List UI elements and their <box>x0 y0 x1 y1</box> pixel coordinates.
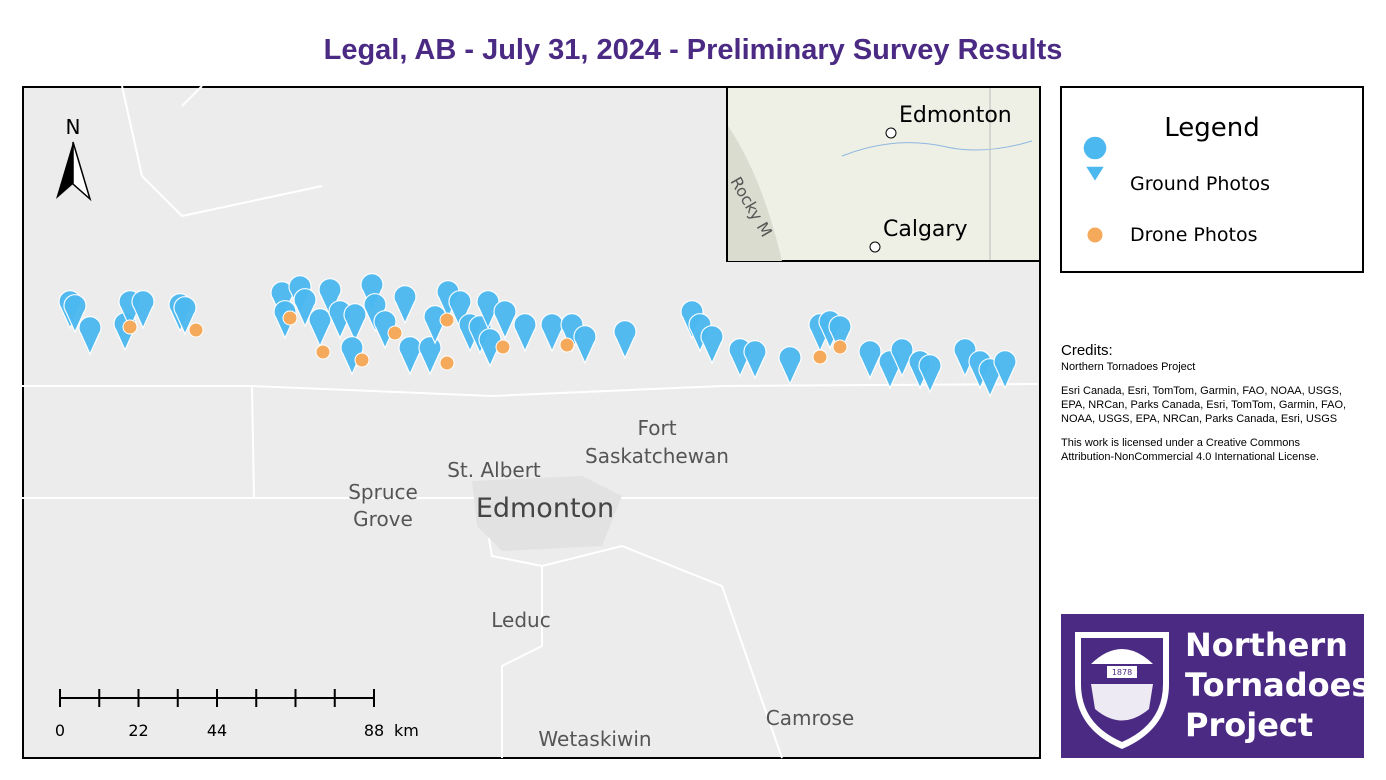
ground-photo-marker <box>308 308 332 348</box>
ground-photo-marker <box>493 300 517 340</box>
inset-label: Edmonton <box>899 103 1012 128</box>
logo-emblem <box>1091 684 1153 721</box>
credits: Credits: Northern Tornadoes Project Esri… <box>1061 342 1351 474</box>
mountains <box>728 126 782 261</box>
drone-photo-marker <box>354 352 370 368</box>
inset-frame <box>726 86 1041 262</box>
legend-pin <box>1082 135 1108 184</box>
map: Fort Saskatchewan St. Albert Spruce Grov… <box>22 86 1041 759</box>
logo-text: Northern <box>1185 626 1348 664</box>
drone-photo-marker <box>812 349 828 365</box>
credits-author: Northern Tornadoes Project <box>1061 361 1196 373</box>
logo-text: Project <box>1185 706 1313 744</box>
ground-photo-marker <box>360 273 384 313</box>
markers <box>58 273 1017 398</box>
place-label: St. Albert <box>447 458 541 482</box>
legend-title: Legend <box>1164 113 1260 143</box>
arrow-left <box>56 142 73 199</box>
north-label: N <box>66 115 81 139</box>
credits-heading: Credits: <box>1061 342 1113 359</box>
drone-photo-marker <box>122 319 138 335</box>
ground-photo-marker <box>890 338 914 378</box>
city-dot <box>885 127 897 139</box>
credits-license: This work is licensed under a Creative C… <box>1061 437 1320 463</box>
ground-photo-marker <box>743 340 767 380</box>
scale-label: 88 <box>364 721 384 740</box>
place-label: Fort <box>637 416 676 440</box>
scale-unit: km <box>394 721 419 740</box>
drone-photo-marker <box>282 310 298 326</box>
inset-label: Calgary <box>883 217 967 242</box>
place-label: Wetaskiwin <box>538 727 651 751</box>
logo: 1878 Northern Tornadoes Project <box>1061 614 1364 758</box>
drone-photo-marker <box>439 355 455 371</box>
place-label: Saskatchewan <box>585 444 729 468</box>
legend: Legend Ground Photos Drone Photos <box>1060 86 1364 273</box>
roads <box>22 86 1039 759</box>
city-area <box>472 476 622 551</box>
place-label: Camrose <box>766 706 854 730</box>
scale-label: 22 <box>128 721 148 740</box>
ground-photo-marker <box>318 278 342 318</box>
drone-photo-marker <box>495 339 511 355</box>
ground-photo-marker <box>573 325 597 365</box>
ground-photo-marker <box>513 313 537 353</box>
drone-photo-marker <box>188 322 204 338</box>
drone-photo-marker <box>387 325 403 341</box>
drone-photo-marker <box>315 344 331 360</box>
ground-photo-marker <box>918 354 942 394</box>
ground-photo-marker <box>173 296 197 336</box>
scale-label: 44 <box>207 721 227 740</box>
logo-year: 1878 <box>1112 668 1132 677</box>
legend-label: Ground Photos <box>1130 173 1270 195</box>
logo-book <box>1107 666 1137 678</box>
ground-photo-marker <box>993 350 1017 390</box>
drone-photo-marker <box>832 339 848 355</box>
drone-photo-marker <box>439 312 455 328</box>
ground-photo-marker <box>63 294 87 334</box>
arrow-right <box>72 141 92 202</box>
ground-photo-marker <box>340 336 364 376</box>
ground-photo-marker <box>858 340 882 380</box>
ground-photo-marker <box>78 316 102 356</box>
place-label: Grove <box>353 507 413 531</box>
map-title: Legal, AB - July 31, 2024 - Preliminary … <box>323 34 1063 66</box>
place-label: Edmonton <box>476 493 614 524</box>
ground-photo-marker <box>418 336 442 376</box>
legend-svg: Legend Ground Photos Drone Photos <box>1082 113 1270 246</box>
scale-bar: 0 22 44 88 km <box>55 689 419 740</box>
ground-photo-marker <box>393 285 417 325</box>
logo-sun <box>1091 649 1153 664</box>
place-label: Leduc <box>491 608 550 632</box>
north-arrow: N <box>56 115 92 202</box>
scale-label: 0 <box>55 721 65 740</box>
credits-sources: Esri Canada, Esri, TomTom, Garmin, FAO, … <box>1061 385 1347 425</box>
ground-photo-marker <box>343 303 367 343</box>
drone-photo-marker <box>559 337 575 353</box>
ground-photo-marker <box>828 315 852 355</box>
ground-photo-marker <box>613 320 637 360</box>
city-dot <box>869 241 881 253</box>
inset: Edmonton Calgary Rocky M <box>726 86 1041 262</box>
ground-photo-marker <box>448 290 472 330</box>
ground-photo-marker <box>293 288 317 328</box>
ground-photo-marker <box>778 346 802 386</box>
ground-photo-marker <box>131 290 155 330</box>
ground-photo-marker <box>373 310 397 350</box>
legend-label: Drone Photos <box>1130 224 1258 246</box>
place-labels: Fort Saskatchewan St. Albert Spruce Grov… <box>348 416 854 751</box>
legend-dot <box>1086 226 1104 244</box>
river <box>841 140 1033 157</box>
logo-text: Tornadoes <box>1185 666 1364 704</box>
place-label: Spruce <box>348 480 418 504</box>
ground-photo-marker <box>700 325 724 365</box>
ground-photo-marker <box>363 293 387 333</box>
